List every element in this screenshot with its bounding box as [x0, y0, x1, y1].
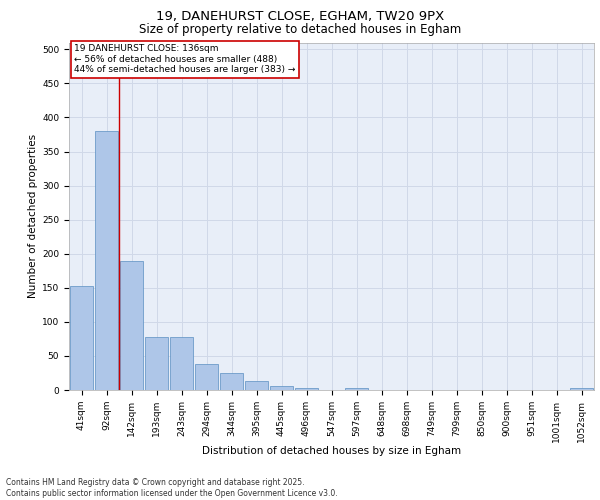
- Bar: [70, 286, 93, 390]
- Bar: [245, 381, 268, 390]
- Bar: [270, 386, 293, 390]
- Bar: [295, 388, 318, 390]
- Text: Size of property relative to detached houses in Egham: Size of property relative to detached ho…: [139, 22, 461, 36]
- Bar: [220, 373, 243, 390]
- X-axis label: Distribution of detached houses by size in Egham: Distribution of detached houses by size …: [202, 446, 461, 456]
- Bar: [570, 388, 593, 390]
- Bar: [120, 260, 143, 390]
- Text: 19 DANEHURST CLOSE: 136sqm
← 56% of detached houses are smaller (488)
44% of sem: 19 DANEHURST CLOSE: 136sqm ← 56% of deta…: [74, 44, 296, 74]
- Text: 19, DANEHURST CLOSE, EGHAM, TW20 9PX: 19, DANEHURST CLOSE, EGHAM, TW20 9PX: [156, 10, 444, 23]
- Bar: [145, 337, 168, 390]
- Bar: [195, 364, 218, 390]
- Bar: [345, 388, 368, 390]
- Text: Contains HM Land Registry data © Crown copyright and database right 2025.
Contai: Contains HM Land Registry data © Crown c…: [6, 478, 338, 498]
- Bar: [95, 131, 118, 390]
- Y-axis label: Number of detached properties: Number of detached properties: [28, 134, 38, 298]
- Bar: [170, 337, 193, 390]
